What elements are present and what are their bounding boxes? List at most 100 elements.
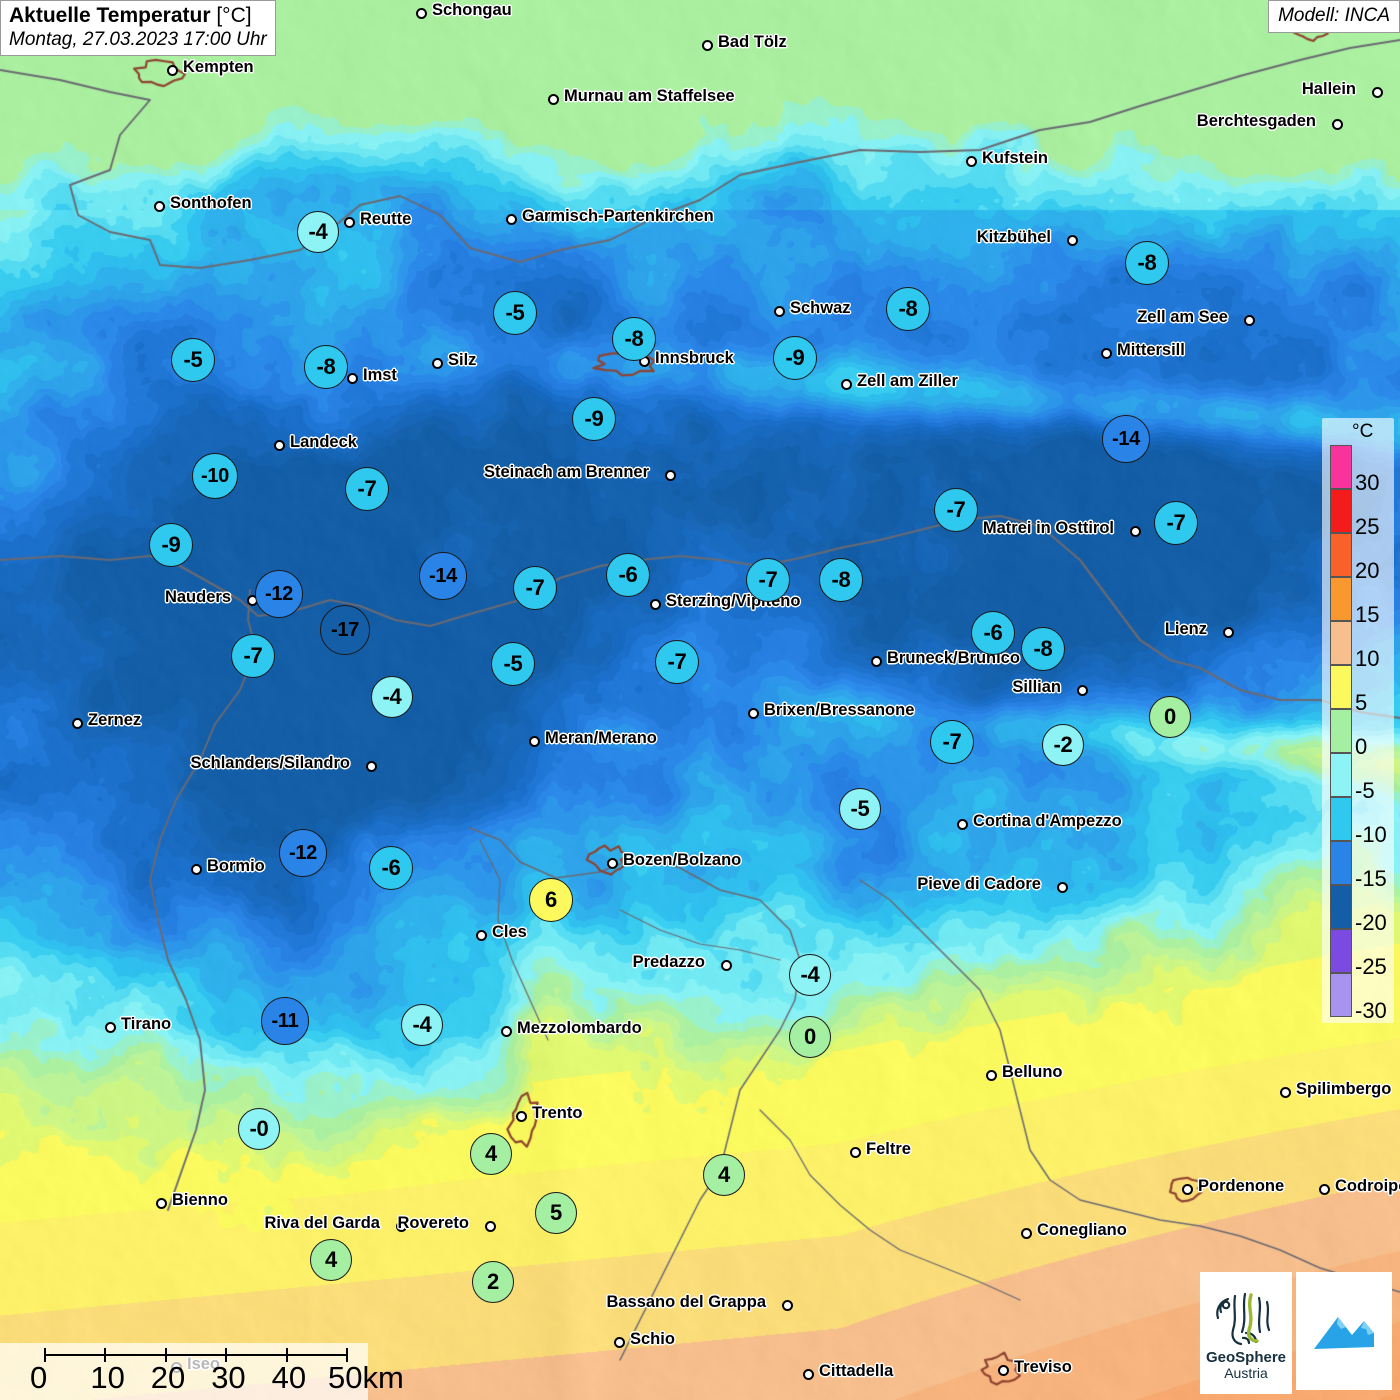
model-label-box: Modell: INCA — [1268, 0, 1400, 34]
temperature-value-bubble[interactable]: -8 — [886, 287, 930, 331]
city-label: Nauders — [164, 588, 231, 606]
temperature-value-bubble[interactable]: -7 — [345, 467, 389, 511]
city-label: Steinach am Brenner — [483, 463, 649, 481]
temperature-value-bubble[interactable]: -9 — [149, 523, 193, 567]
legend-tick-label: -20 — [1355, 910, 1387, 935]
legend-row: 25 — [1330, 489, 1392, 538]
city-dot-icon — [702, 40, 713, 51]
city-dot-icon — [516, 1111, 527, 1122]
city-label: Conegliano — [1037, 1221, 1127, 1239]
temperature-value-bubble[interactable]: -8 — [1125, 241, 1169, 285]
temperature-value-bubble[interactable]: -5 — [493, 291, 537, 335]
city-label: Kitzbühel — [976, 228, 1051, 246]
city-label: Berchtesgaden — [1196, 112, 1316, 130]
temperature-value-bubble[interactable]: -7 — [655, 640, 699, 684]
temperature-value-bubble[interactable]: -6 — [971, 611, 1015, 655]
mountain-icon — [1314, 1317, 1374, 1349]
city-dot-icon — [1101, 348, 1112, 359]
city-dot-icon — [154, 201, 165, 212]
city-dot-icon — [871, 656, 882, 667]
city-dot-icon — [1372, 87, 1383, 98]
city-dot-icon — [416, 8, 427, 19]
legend-row: -5 — [1330, 753, 1392, 802]
map-datetime: Montag, 27.03.2023 17:00 Uhr — [9, 28, 267, 50]
temperature-value-bubble[interactable]: -7 — [231, 634, 275, 678]
city-dot-icon — [506, 214, 517, 225]
legend-row: -30 — [1330, 973, 1392, 1022]
temperature-value-bubble[interactable]: -9 — [773, 336, 817, 380]
temperature-value-bubble[interactable]: -7 — [930, 720, 974, 764]
legend-swatch — [1330, 841, 1352, 885]
scale-bar-ticks — [6, 1348, 358, 1362]
temperature-value-bubble[interactable]: -10 — [192, 453, 238, 499]
temperature-value-bubble[interactable]: -6 — [369, 846, 413, 890]
city-dot-icon — [1332, 119, 1343, 130]
temperature-value-bubble[interactable]: -9 — [572, 397, 616, 441]
city-label: Reutte — [360, 210, 412, 228]
city-dot-icon — [548, 94, 559, 105]
temperature-value-bubble[interactable]: -4 — [297, 211, 339, 253]
temperature-value-bubble[interactable]: 6 — [529, 878, 573, 922]
legend-row: 15 — [1330, 577, 1392, 626]
city-dot-icon — [782, 1300, 793, 1311]
legend-swatch — [1330, 577, 1352, 621]
city-dot-icon — [432, 358, 443, 369]
city-label: Cittadella — [819, 1362, 894, 1380]
legend-tick-label: 10 — [1355, 646, 1380, 671]
temperature-value-bubble[interactable]: -14 — [1102, 415, 1150, 463]
color-legend: °C 30 25 20 15 10 5 0 -5 -10 -15 -20 -25 -30 — [1322, 418, 1394, 1023]
temperature-value-bubble[interactable]: 2 — [472, 1261, 514, 1303]
temperature-value-bubble[interactable]: -4 — [789, 954, 831, 996]
temperature-value-bubble[interactable]: -7 — [1154, 501, 1198, 545]
city-label: Zell am Ziller — [857, 372, 958, 390]
temperature-value-bubble[interactable]: -6 — [606, 553, 650, 597]
temperature-value-bubble[interactable]: -8 — [612, 317, 656, 361]
temperature-value-bubble[interactable]: 0 — [789, 1016, 831, 1058]
temperature-value-bubble[interactable]: -12 — [279, 829, 327, 877]
temperature-value-bubble[interactable]: -2 — [1042, 724, 1084, 766]
legend-swatches: 30 25 20 15 10 5 0 -5 -10 -15 -20 -25 -30 — [1330, 445, 1392, 1022]
city-label: Pieve di Cadore — [917, 875, 1041, 893]
temperature-value-bubble[interactable]: -7 — [513, 566, 557, 610]
scale-tick — [225, 1348, 228, 1362]
temperature-value-bubble[interactable]: -5 — [171, 338, 215, 382]
legend-tick-label: 15 — [1355, 602, 1380, 627]
city-dot-icon — [501, 1026, 512, 1037]
city-label: Schlanders/Silandro — [190, 754, 350, 772]
scale-tick — [164, 1348, 167, 1362]
city-dot-icon — [1021, 1228, 1032, 1239]
temperature-value-bubble[interactable]: -12 — [255, 570, 303, 618]
temperature-value-bubble[interactable]: -7 — [746, 558, 790, 602]
temperature-value-bubble[interactable]: 4 — [470, 1133, 512, 1175]
temperature-value-bubble[interactable]: -0 — [238, 1108, 280, 1150]
city-label: Bienno — [172, 1191, 228, 1209]
temperature-value-bubble[interactable]: -7 — [934, 488, 978, 532]
city-dot-icon — [476, 930, 487, 941]
model-label: Modell: INCA — [1278, 5, 1390, 26]
page-title: Aktuelle Temperatur [°C] — [9, 4, 267, 29]
temperature-value-bubble[interactable]: -4 — [401, 1004, 443, 1046]
temperature-value-bubble[interactable]: -8 — [819, 558, 863, 602]
temperature-value-bubble[interactable]: -11 — [261, 997, 309, 1045]
temperature-value-bubble[interactable]: -14 — [419, 552, 467, 600]
temperature-value-bubble[interactable]: 4 — [310, 1239, 352, 1281]
temperature-value-bubble[interactable]: -17 — [320, 605, 370, 655]
temperature-value-bubble[interactable]: -5 — [839, 788, 881, 830]
temperature-value-bubble[interactable]: -5 — [491, 642, 535, 686]
city-label: Zell am See — [1137, 308, 1228, 326]
scale-bar-axis — [44, 1354, 346, 1356]
scale-tick — [285, 1348, 288, 1362]
city-label: Schongau — [432, 1, 512, 19]
temperature-value-bubble[interactable]: -8 — [1021, 627, 1065, 671]
temperature-value-bubble[interactable]: -8 — [304, 345, 348, 389]
city-label: Silz — [448, 351, 477, 369]
scale-tick-label: 40 — [271, 1360, 307, 1395]
temperature-value-bubble[interactable]: 5 — [535, 1192, 577, 1234]
legend-swatch — [1330, 709, 1352, 753]
temperature-value-bubble[interactable]: -4 — [371, 676, 413, 718]
legend-row: -15 — [1330, 841, 1392, 890]
temperature-value-bubble[interactable]: 4 — [703, 1154, 745, 1196]
city-label: Cortina d'Ampezzo — [973, 812, 1122, 830]
city-dot-icon — [957, 819, 968, 830]
temperature-value-bubble[interactable]: 0 — [1149, 696, 1191, 738]
